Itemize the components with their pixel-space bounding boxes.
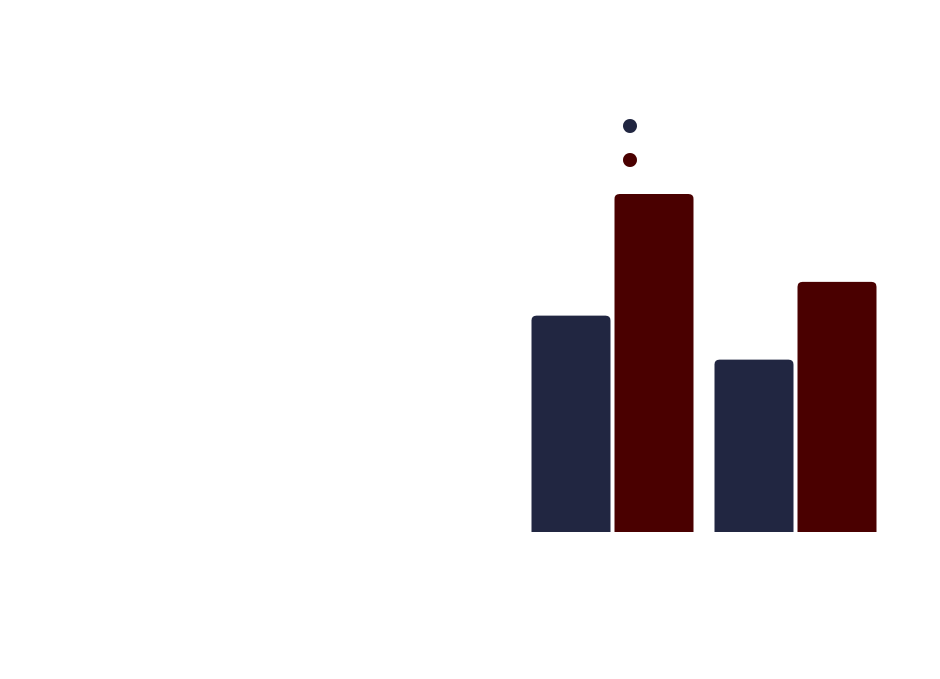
bar xyxy=(614,194,694,532)
bar xyxy=(714,359,794,532)
bar xyxy=(531,315,611,532)
legend-marker xyxy=(623,119,637,133)
legend-marker xyxy=(623,153,637,167)
bar xyxy=(797,281,877,532)
